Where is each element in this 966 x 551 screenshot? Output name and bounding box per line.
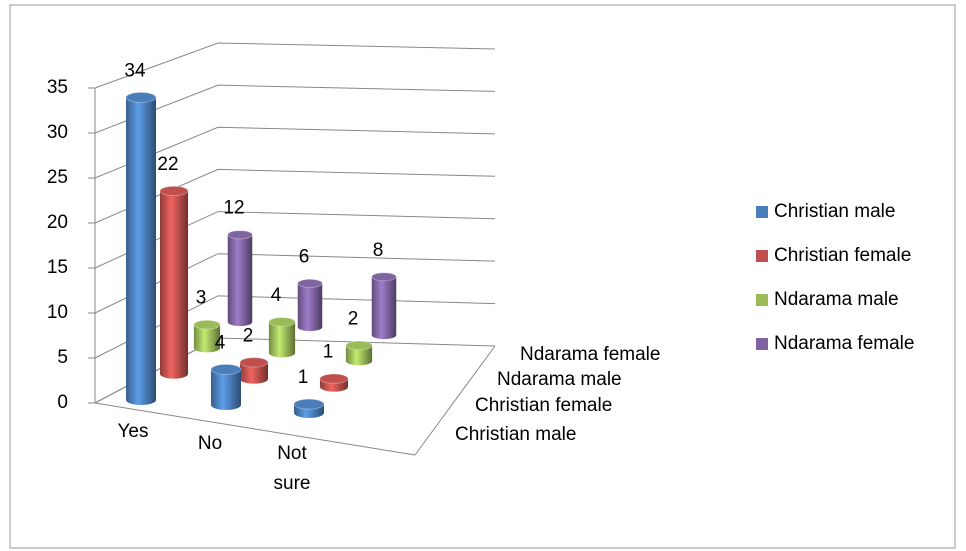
bar-top bbox=[159, 185, 189, 197]
legend-label: Ndarama female bbox=[774, 333, 914, 354]
data-label: 1 bbox=[323, 342, 334, 363]
x-tick-label: Yes bbox=[117, 421, 149, 442]
bar-top bbox=[371, 272, 397, 282]
bar-body bbox=[211, 369, 241, 410]
y-tick-label: 25 bbox=[47, 167, 68, 188]
bar-body bbox=[371, 276, 397, 340]
y-tick-label: 30 bbox=[47, 122, 68, 143]
data-label: 2 bbox=[243, 325, 254, 346]
data-label: 3 bbox=[196, 288, 207, 309]
bar bbox=[239, 357, 269, 384]
bar-body bbox=[193, 324, 221, 353]
y-tick-label: 15 bbox=[47, 257, 68, 278]
x-tick-label: Not sure bbox=[273, 443, 311, 494]
bar-body bbox=[268, 321, 296, 358]
depth-label: Ndarama female bbox=[520, 344, 660, 365]
y-tick-label: 5 bbox=[57, 347, 68, 368]
legend-label: Christian female bbox=[774, 245, 911, 266]
data-label: 6 bbox=[299, 246, 310, 267]
bar-body bbox=[126, 97, 156, 406]
y-tick-label: 35 bbox=[47, 77, 68, 98]
bar-top bbox=[319, 373, 349, 384]
data-label: 4 bbox=[271, 285, 282, 306]
bar-top bbox=[293, 398, 325, 410]
depth-label: Ndarama male bbox=[497, 369, 622, 390]
legend-swatch bbox=[756, 294, 768, 306]
bar-body bbox=[239, 362, 269, 384]
bar bbox=[227, 230, 253, 327]
axis-line bbox=[414, 345, 496, 456]
grid-line bbox=[94, 42, 496, 89]
bar bbox=[268, 317, 296, 358]
bar-top bbox=[297, 278, 323, 288]
bar bbox=[345, 340, 373, 366]
axis-line bbox=[94, 402, 416, 456]
bar-body bbox=[227, 234, 253, 327]
bar bbox=[125, 91, 157, 406]
data-label: 2 bbox=[348, 308, 359, 329]
depth-label: Christian female bbox=[475, 395, 612, 416]
data-label: 12 bbox=[223, 198, 244, 219]
x-tick-label: No bbox=[197, 433, 223, 454]
legend-label: Christian male bbox=[774, 201, 895, 222]
depth-label: Christian male bbox=[455, 424, 576, 445]
y-tick-label: 10 bbox=[47, 302, 68, 323]
legend-swatch bbox=[756, 250, 768, 262]
bar bbox=[193, 319, 221, 353]
bar-top bbox=[268, 317, 296, 327]
legend-label: Ndarama male bbox=[774, 289, 899, 310]
bar bbox=[210, 363, 242, 410]
bar-body bbox=[159, 190, 189, 379]
bar-top bbox=[345, 340, 373, 351]
bar-top bbox=[239, 357, 269, 368]
bar bbox=[319, 373, 349, 392]
bar-body bbox=[345, 345, 373, 366]
data-label: 22 bbox=[157, 154, 178, 175]
bar-top bbox=[125, 91, 157, 103]
data-label: 34 bbox=[124, 60, 146, 81]
bar bbox=[297, 278, 323, 332]
legend-swatch bbox=[756, 206, 768, 218]
bar bbox=[293, 398, 325, 418]
bar-top bbox=[210, 363, 242, 375]
bar bbox=[159, 185, 189, 379]
bar bbox=[371, 272, 397, 340]
bar-top bbox=[227, 230, 253, 240]
bar-body bbox=[297, 283, 323, 332]
y-tick-label: 0 bbox=[57, 392, 68, 413]
data-label: 4 bbox=[215, 332, 226, 353]
legend-swatch bbox=[756, 338, 768, 350]
data-label: 1 bbox=[298, 367, 309, 388]
y-tick-label: 20 bbox=[47, 212, 68, 233]
bar-top bbox=[193, 319, 221, 330]
data-label: 8 bbox=[373, 240, 384, 261]
